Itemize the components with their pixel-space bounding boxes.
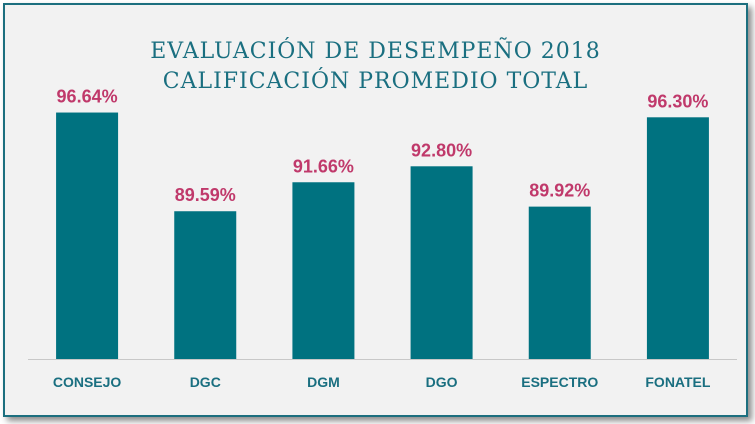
value-label-dgo: 92.80% (411, 140, 472, 160)
bar-consejo (56, 112, 119, 359)
bar-espectro (528, 206, 591, 359)
value-label-fonatel: 96.30% (647, 91, 708, 111)
value-label-dgm: 91.66% (293, 156, 354, 176)
chart-subtitle: CALIFICACIÓN PROMEDIO TOTAL (162, 69, 589, 94)
bar-dgc (174, 211, 237, 359)
chart-title: EVALUACIÓN DE DESEMPEÑO 2018 (150, 39, 601, 64)
category-label-dgc: DGC (190, 374, 221, 390)
bar-dgm (292, 182, 355, 359)
value-label-consejo: 96.64% (57, 87, 118, 107)
category-label-dgo: DGO (426, 374, 458, 390)
category-label-consejo: CONSEJO (53, 374, 122, 390)
bar-fonatel (646, 117, 709, 359)
category-label-fonatel: FONATEL (645, 374, 711, 390)
bar-dgo (410, 166, 473, 359)
chart-title-block: EVALUACIÓN DE DESEMPEÑO 2018 CALIFICACIÓ… (5, 37, 746, 97)
category-label-espectro: ESPECTRO (521, 374, 598, 390)
chart-frame: EVALUACIÓN DE DESEMPEÑO 2018 CALIFICACIÓ… (3, 3, 748, 417)
value-label-espectro: 89.92% (529, 181, 590, 201)
category-label-dgm: DGM (307, 374, 340, 390)
value-label-dgc: 89.59% (175, 185, 236, 205)
